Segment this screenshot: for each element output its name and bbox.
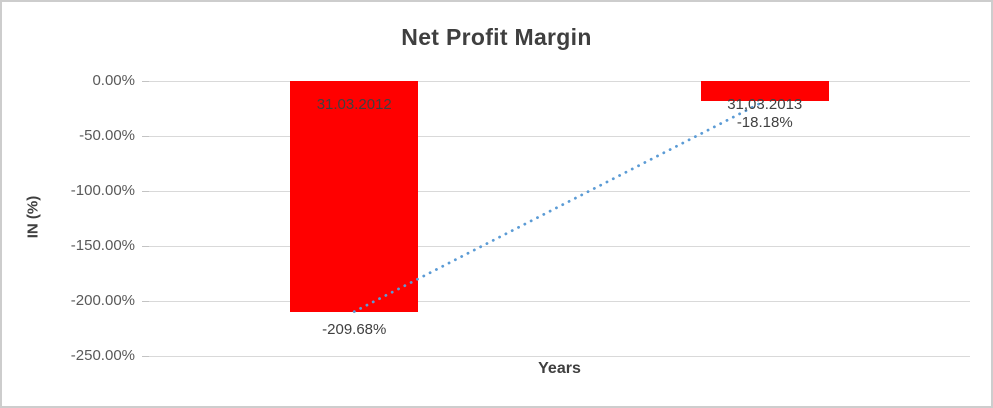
category-label: 31.03.2012 — [316, 96, 392, 113]
y-gridline — [149, 356, 970, 357]
y-gridline — [149, 301, 970, 302]
y-axis-tick-label: -50.00% — [79, 127, 135, 144]
bar-31,03.2013 — [700, 81, 829, 101]
chart-title: Net Profit Margin — [401, 24, 592, 50]
bar-31.03.2012 — [290, 81, 419, 312]
y-axis-tick-mark — [142, 356, 149, 357]
y-gridline — [149, 136, 970, 137]
y-axis-tick-label: -100.00% — [70, 182, 135, 199]
y-axis-tick-mark — [142, 301, 149, 302]
y-gridline — [149, 246, 970, 247]
y-gridline — [149, 191, 970, 192]
value-label: -209.68% — [322, 320, 387, 338]
y-axis-tick-label: -200.00% — [70, 292, 135, 309]
y-gridline — [149, 81, 970, 82]
y-axis-tick-mark — [142, 136, 149, 137]
y-axis-tick-label: -150.00% — [70, 237, 135, 254]
value-label: -18.18% — [736, 114, 793, 131]
y-axis-tick-mark — [142, 246, 149, 247]
y-axis-tick-label: 0.00% — [92, 72, 135, 89]
category-label: 31,03.2013 — [727, 96, 803, 113]
y-axis-tick-label: -250.00% — [70, 347, 135, 364]
x-axis-title: Years — [538, 360, 581, 377]
y-axis-tick-mark — [142, 191, 149, 192]
y-axis-tick-mark — [142, 81, 149, 82]
